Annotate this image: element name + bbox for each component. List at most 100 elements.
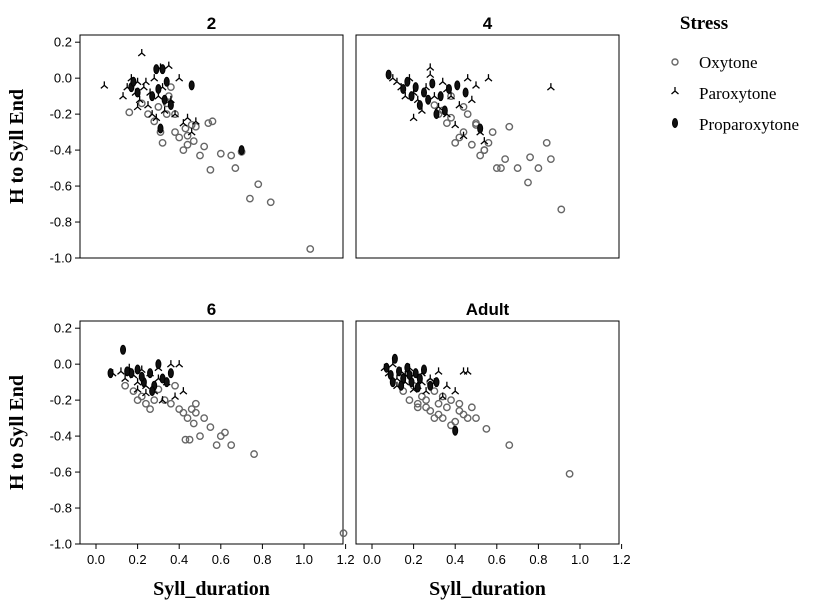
legend: Stress Oxytone Paroxytone Proparoxytone xyxy=(671,13,799,134)
paroxytone-point xyxy=(438,392,447,401)
x-tick-label: 0.2 xyxy=(405,552,423,567)
oxytone-point xyxy=(422,396,430,405)
panel-title: 2 xyxy=(207,14,216,33)
y-tick-label: -0.4 xyxy=(50,429,72,444)
x-tick-label: 0.6 xyxy=(488,552,506,567)
oxytone-point xyxy=(459,103,468,111)
x-tick-label: 1.2 xyxy=(337,552,355,567)
proparoxytone-point xyxy=(437,91,444,102)
y-tick-label: -0.6 xyxy=(50,465,72,480)
x-tick-label: 0.8 xyxy=(529,552,547,567)
proparoxytone-point xyxy=(161,94,168,105)
x-axis-label: Syll_duration xyxy=(429,578,546,600)
paroxytone-point xyxy=(158,396,167,404)
proparoxytone-point xyxy=(421,87,427,98)
oxytone-point xyxy=(526,153,534,162)
proparoxytone-point xyxy=(416,373,423,384)
oxytone-point xyxy=(546,155,555,163)
oxytone-point xyxy=(206,165,215,174)
paroxytone-point xyxy=(166,360,175,368)
paroxytone-marker-icon xyxy=(671,87,679,95)
oxytone-point xyxy=(542,139,551,147)
oxytone-point xyxy=(413,399,422,408)
proparoxytone-point xyxy=(188,80,195,91)
oxytone-point xyxy=(476,151,485,160)
oxytone-point xyxy=(171,381,179,390)
paroxytone-point xyxy=(467,95,476,104)
oxytone-point xyxy=(191,408,200,417)
oxytone-point xyxy=(179,146,188,154)
oxytone-point xyxy=(254,180,263,189)
x-axis-label: Syll_duration xyxy=(153,578,270,600)
oxytone-point xyxy=(206,423,215,432)
oxytone-point xyxy=(451,417,460,426)
oxytone-point xyxy=(497,164,505,172)
oxytone-point xyxy=(467,140,476,149)
oxytone-point xyxy=(455,407,464,415)
proparoxytone-point xyxy=(462,87,469,98)
proparoxytone-point xyxy=(134,364,141,375)
y-tick-label: -0.8 xyxy=(50,215,72,230)
proparoxytone-point xyxy=(157,123,164,134)
x-tick-label: 0.6 xyxy=(212,552,230,567)
oxytone-marker-icon xyxy=(671,58,679,66)
oxytone-point xyxy=(434,410,443,419)
oxytone-point xyxy=(430,414,439,423)
proparoxytone-point xyxy=(167,368,174,379)
y-axis-label: H to Syll End xyxy=(6,375,28,490)
oxytone-point xyxy=(146,405,154,414)
y-tick-label: -1.0 xyxy=(50,537,72,552)
proparoxytone-point xyxy=(147,368,154,379)
paroxytone-point xyxy=(187,128,196,136)
oxytone-point xyxy=(227,151,236,160)
oxytone-point xyxy=(150,396,159,405)
y-axis-label: H to Syll End xyxy=(6,89,28,204)
panel-2: 2 0.2 0.0 -0.2 -0.4 -0.6 -0.8 -1.0 H to Syll End xyxy=(6,14,344,266)
paroxytone-point xyxy=(393,77,401,86)
oxytone-point xyxy=(196,151,204,160)
paroxytone-point xyxy=(484,74,493,82)
oxytone-point xyxy=(183,131,192,140)
oxytone-point xyxy=(154,103,163,111)
paroxytone-point xyxy=(442,381,451,390)
oxytone-point xyxy=(447,113,455,122)
paroxytone-point xyxy=(426,70,435,79)
proparoxytone-point xyxy=(383,362,390,373)
paroxytone-point xyxy=(171,110,179,118)
proparoxytone-point xyxy=(477,123,484,134)
oxytone-point xyxy=(430,387,439,396)
proparoxytone-point xyxy=(406,369,413,380)
panel-frame xyxy=(79,34,344,259)
paroxytone-point xyxy=(388,74,397,82)
paroxytone-point xyxy=(179,387,188,395)
paroxytone-point xyxy=(175,360,184,368)
paroxytone-point xyxy=(459,131,468,140)
oxytone-point xyxy=(189,137,198,146)
panel-frame xyxy=(355,320,620,545)
paroxytone-point xyxy=(179,119,188,127)
oxytone-point xyxy=(171,128,179,137)
paroxytone-point xyxy=(430,92,439,100)
x-tick-label: 0.4 xyxy=(446,552,464,567)
proparoxytone-point xyxy=(238,145,245,156)
oxytone-point xyxy=(221,428,229,437)
proparoxytone-point xyxy=(398,380,405,391)
proparoxytone-point xyxy=(120,344,127,355)
legend-title: Stress xyxy=(680,13,728,34)
proparoxytone-point xyxy=(425,94,432,105)
oxytone-point xyxy=(250,450,258,458)
proparoxytone-point xyxy=(408,91,415,102)
oxytone-point xyxy=(191,399,200,408)
paroxytone-point xyxy=(133,102,142,111)
proparoxytone-point xyxy=(163,377,170,388)
proparoxytone-point xyxy=(107,368,114,379)
y-tick-label: 0.2 xyxy=(54,35,72,50)
y-tick-label: 0.0 xyxy=(54,357,72,372)
oxytone-point xyxy=(162,110,171,119)
proparoxytone-point xyxy=(130,76,137,87)
legend-entry-paroxytone: Paroxytone xyxy=(671,84,776,103)
oxytone-point xyxy=(246,194,254,203)
oxytone-point xyxy=(565,469,574,478)
panel-4: 4 xyxy=(355,14,620,259)
paroxytone-point xyxy=(119,92,127,100)
